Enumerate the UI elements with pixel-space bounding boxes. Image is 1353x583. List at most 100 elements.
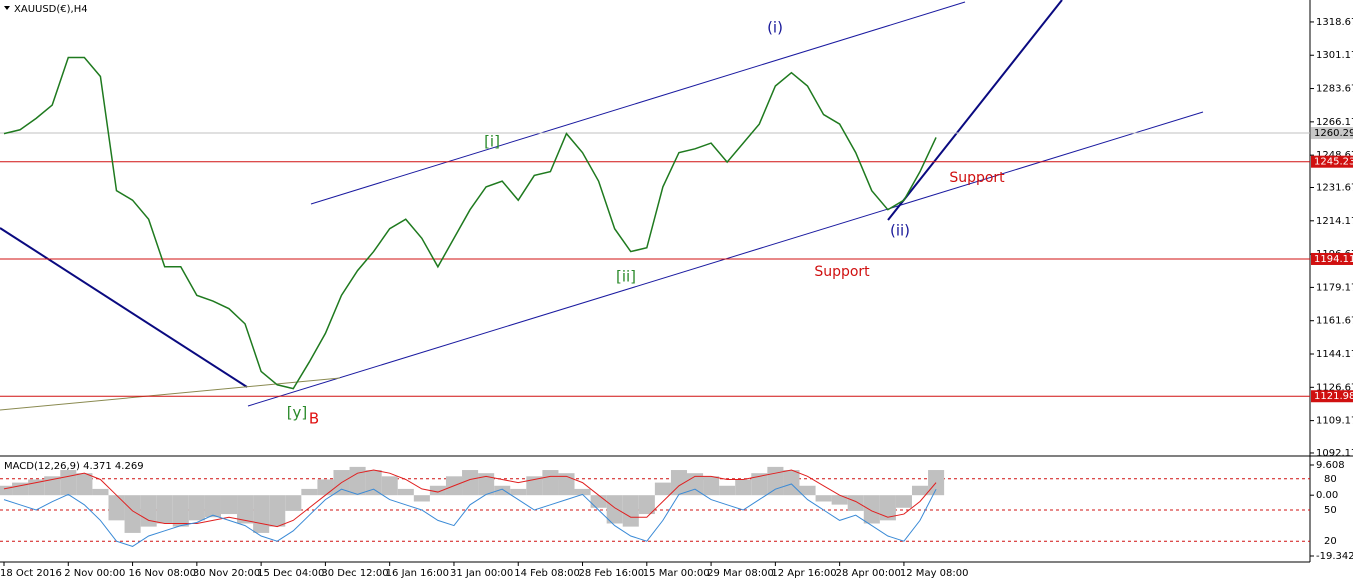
indicator-title: MACD(12,26,9) 4.371 4.269 (4, 461, 144, 472)
y-tick-label: 9.608 (1316, 460, 1345, 471)
y2-tick-label: 80 (1324, 474, 1337, 485)
y-tick-label: 1144.17 (1316, 349, 1353, 360)
macd-bar (911, 485, 929, 496)
macd-bar (269, 495, 286, 527)
macd-bar (204, 495, 221, 518)
level-label: 1245.23 (1314, 157, 1353, 168)
macd-bar (156, 495, 173, 524)
menu-arrow (4, 6, 10, 10)
x-tick-label: 15 Dec 04:00 (257, 568, 324, 579)
macd-bar (381, 476, 398, 496)
annotation: (ii) (890, 222, 910, 240)
x-tick-label: 28 Feb 16:00 (579, 568, 645, 579)
macd-bar (365, 470, 382, 496)
x-tick-label: 15 Mar 00:00 (643, 568, 710, 579)
macd-bar (783, 470, 800, 496)
level-box (1311, 390, 1353, 403)
macd-bar (317, 479, 334, 496)
y-tick-label: 1283.67 (1316, 84, 1353, 95)
level-box (1311, 155, 1353, 168)
macd-bar (751, 473, 768, 496)
macd-bar (863, 495, 880, 524)
y-tick-label: 1231.67 (1316, 182, 1353, 193)
macd-bar (397, 488, 414, 496)
macd-bar (670, 470, 688, 496)
macd-bar (799, 485, 816, 496)
y2-tick-label: 20 (1324, 536, 1337, 547)
macd-bar (638, 495, 655, 515)
macd-bar (413, 495, 430, 502)
macd-bar (44, 476, 61, 496)
indicator-line (3, 469, 937, 528)
macd-bar (462, 470, 479, 496)
x-tick-label: 12 May 08:00 (900, 568, 969, 579)
macd-bar (237, 495, 254, 524)
macd-bar (928, 470, 945, 496)
macd-bar (478, 473, 495, 496)
x-tick-label: 18 Oct 2016 (0, 568, 62, 579)
macd-bar (349, 466, 366, 496)
x-tick-label: 16 Nov 08:00 (129, 568, 196, 579)
macd-bar (140, 495, 157, 527)
x-tick-label: 28 Apr 00:00 (836, 568, 901, 579)
level-box (1311, 252, 1353, 265)
macd-bar (815, 495, 832, 502)
macd-bar (606, 495, 623, 524)
macd-bar (719, 485, 736, 496)
y-tick-label: 1092.17 (1316, 448, 1353, 459)
annotation: [ii] (616, 268, 636, 286)
y-tick-label: 1248.67 (1316, 150, 1353, 161)
macd-bar (542, 470, 559, 496)
macd-bar (574, 488, 591, 496)
upper-channel (310, 1, 966, 205)
macd-bar (301, 488, 318, 496)
current-price-label: 1260.29 (1314, 128, 1353, 139)
macd-bar (703, 476, 720, 496)
macd-bar (895, 495, 912, 508)
y-tick-label: 1161.67 (1316, 316, 1353, 327)
macd-bar (654, 482, 671, 496)
price-line (3, 56, 937, 390)
macd-bar (188, 495, 205, 521)
y-tick-label: 1266.17 (1316, 117, 1353, 128)
current-price-box (1311, 127, 1353, 140)
x-tick-label: 16 Jan 16:00 (386, 568, 449, 579)
level-label: 1121.98 (1314, 391, 1353, 402)
macd-bar (12, 482, 29, 496)
x-tick-label: 14 Feb 08:00 (514, 568, 580, 579)
macd-bar (172, 495, 189, 527)
macd-bar (622, 495, 639, 527)
annotation: Support (814, 264, 870, 280)
x-tick-label: 31 Jan 00:00 (450, 568, 513, 579)
x-tick-label: 30 Dec 12:00 (321, 568, 388, 579)
macd-bar (220, 495, 238, 515)
macd-bar (124, 495, 141, 533)
trend-line (887, 0, 1063, 221)
chart-title: XAUUSD(€),H4 (14, 4, 88, 15)
macd-bar (879, 495, 896, 521)
x-tick-label: 30 Nov 20:00 (193, 568, 260, 579)
macd-bar (108, 495, 125, 521)
macd-bar (510, 488, 527, 496)
y2-tick-label: 50 (1324, 505, 1337, 516)
annotation: B (309, 410, 319, 428)
macd-bar (429, 485, 446, 496)
macd-bar (92, 488, 109, 496)
x-tick-label: 29 Mar 08:00 (707, 568, 774, 579)
annotation: [i] (484, 133, 500, 151)
annotation: (i) (767, 19, 783, 37)
y-tick-label: 0.00 (1316, 490, 1338, 501)
y-tick-label: -19.342 (1316, 551, 1353, 562)
indicator-line (3, 483, 937, 547)
y-tick-label: 1214.17 (1316, 216, 1353, 227)
macd-bar (253, 495, 270, 533)
level-label: 1194.11 (1314, 254, 1353, 265)
x-tick-label: 2 Nov 00:00 (64, 568, 125, 579)
macd-bar (767, 466, 784, 496)
macd-bar (831, 495, 848, 505)
macd-bar (0, 485, 13, 496)
macd-bar (494, 485, 511, 496)
macd-bar (60, 470, 77, 496)
macd-bar (590, 495, 607, 508)
trend-line (0, 227, 248, 388)
